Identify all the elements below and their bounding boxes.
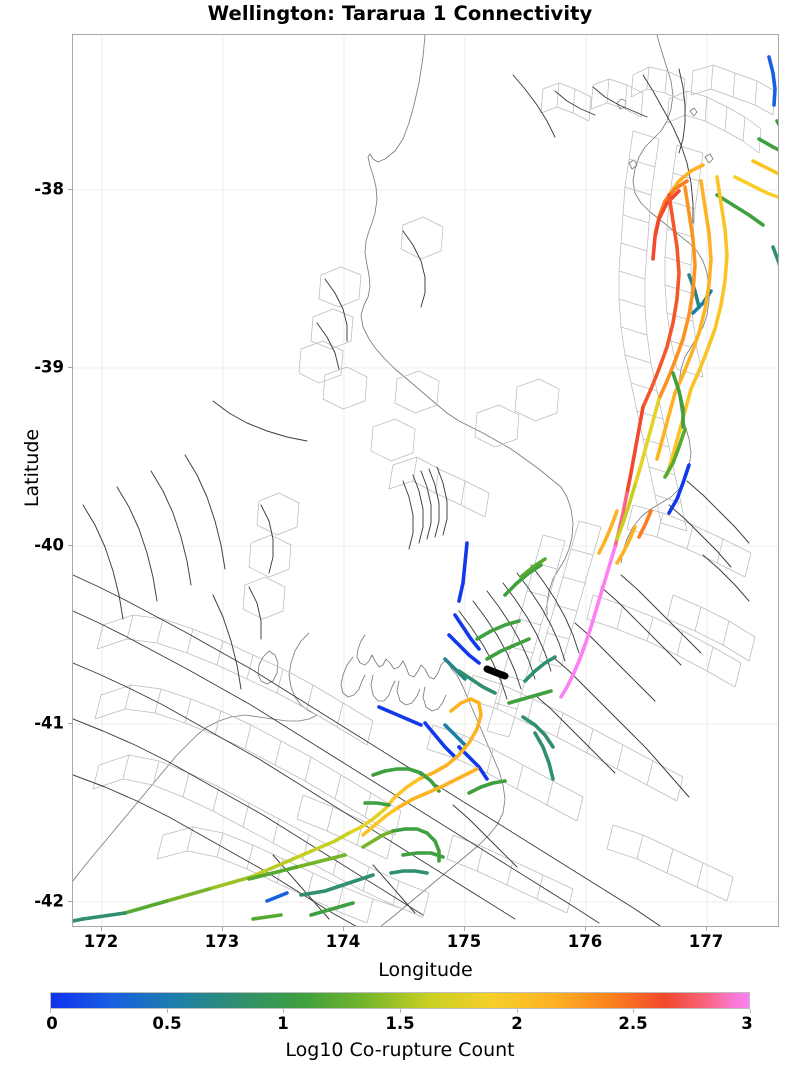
xtick-label: 175 xyxy=(446,932,482,951)
xtick-mark xyxy=(464,927,465,931)
colorbar-tick-label: 3 xyxy=(741,1014,753,1033)
corupture-trace-layer xyxy=(73,55,778,923)
ytick-label: -40 xyxy=(34,535,64,555)
colorbar-tick xyxy=(633,1009,634,1013)
gridlines xyxy=(73,35,778,926)
y-axis-label: Latitude xyxy=(21,428,43,508)
xtick-label: 172 xyxy=(83,932,119,951)
xtick-label: 177 xyxy=(688,932,724,951)
xtick-mark xyxy=(222,927,223,931)
page-title: Wellington: Tararua 1 Connectivity xyxy=(207,2,593,25)
ytick-mark xyxy=(68,189,72,190)
xtick-label: 174 xyxy=(325,932,361,951)
colorbar-gradient xyxy=(50,992,750,1009)
xtick-mark xyxy=(101,927,102,931)
colorbar[interactable] xyxy=(50,992,750,1009)
xtick-mark xyxy=(343,927,344,931)
xtick-label: 176 xyxy=(567,932,603,951)
ytick-label: -41 xyxy=(34,713,64,733)
fault-section-outlines xyxy=(92,64,776,924)
ytick-mark xyxy=(68,367,72,368)
source-fault-highlight xyxy=(483,665,509,680)
map-plot-area xyxy=(73,35,778,926)
colorbar-tick xyxy=(517,1009,518,1013)
colorbar-tick xyxy=(167,1009,168,1013)
ytick-label: -38 xyxy=(34,179,64,199)
colorbar-tick-label: 1.5 xyxy=(385,1014,415,1033)
colorbar-tick xyxy=(750,1009,751,1013)
colorbar-tick xyxy=(50,1009,51,1013)
xtick-mark xyxy=(706,927,707,931)
colorbar-tick xyxy=(283,1009,284,1013)
ytick-mark xyxy=(68,545,72,546)
ytick-mark xyxy=(68,723,72,724)
x-axis-label: Longitude xyxy=(378,959,473,981)
xtick-mark xyxy=(585,927,586,931)
colorbar-tick-label: 0.5 xyxy=(152,1014,182,1033)
colorbar-title: Log10 Co-rupture Count xyxy=(285,1039,515,1061)
map-svg xyxy=(73,35,778,926)
ytick-label: -39 xyxy=(34,357,64,377)
ytick-mark xyxy=(68,901,72,902)
xtick-label: 173 xyxy=(204,932,240,951)
colorbar-tick-label: 1 xyxy=(277,1014,289,1033)
ytick-label: -42 xyxy=(34,891,64,911)
colorbar-tick xyxy=(400,1009,401,1013)
fault-trace-layer xyxy=(73,68,750,926)
colorbar-tick-label: 2 xyxy=(511,1014,523,1033)
colorbar-tick-label: 2.5 xyxy=(618,1014,648,1033)
coastline-layer xyxy=(73,35,714,926)
colorbar-tick-label: 0 xyxy=(46,1014,58,1033)
map-axes[interactable] xyxy=(72,34,779,927)
